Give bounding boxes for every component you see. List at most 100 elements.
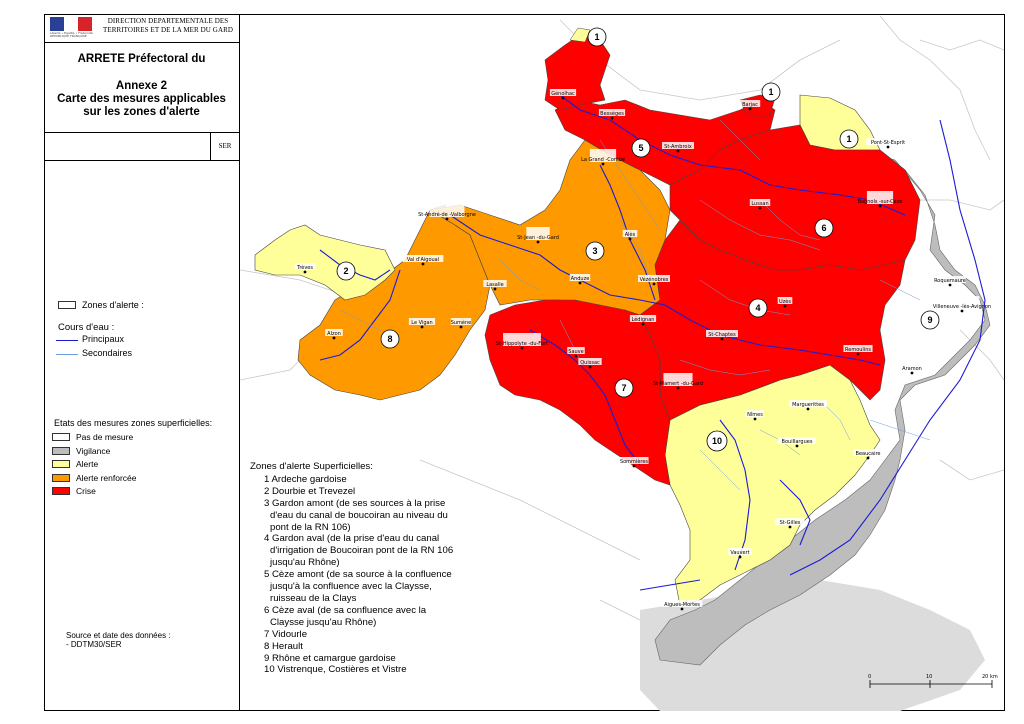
zone-number: 2	[343, 266, 348, 276]
town-marker[interactable]: Pont-St-Esprit	[866, 138, 910, 149]
town-marker[interactable]: Vézénobres	[638, 275, 670, 286]
town-marker[interactable]: Beaucaire	[853, 449, 883, 460]
town-marker[interactable]: Sommières	[619, 457, 649, 468]
town-marker[interactable]: Bouillargues	[778, 437, 816, 448]
state-label: Alerte renforcée	[76, 472, 137, 483]
town-marker[interactable]: Anduze	[569, 274, 591, 285]
zone-number-label[interactable]: 7	[614, 378, 634, 398]
zone-number: 9	[927, 315, 932, 325]
town-marker[interactable]: Bessèges	[598, 109, 626, 120]
town-marker[interactable]: Villeneuve -lès-Avignon	[933, 296, 991, 313]
town-marker[interactable]: Trèves	[294, 263, 316, 274]
zone-list-item: 3 Gardon amont (de ses sources à la pris…	[264, 497, 448, 533]
zone-1-north-shape	[544, 34, 611, 111]
state-label: Crise	[76, 486, 96, 496]
town-marker[interactable]: St-Chaptes	[706, 330, 738, 341]
town-marker[interactable]: Vauvert	[728, 548, 752, 559]
town-marker[interactable]: Lussan	[749, 199, 771, 210]
map-area[interactable]: 0 10 20 km Génolhac Bessèges Barjac St-Ambr…	[240, 14, 1005, 711]
zone-number-label[interactable]: 1	[839, 129, 859, 149]
town-marker[interactable]: Quissac	[578, 358, 602, 369]
principaux-label: Principaux	[82, 334, 125, 344]
town-label: Beaucaire	[856, 451, 881, 457]
town-label: Sommières	[620, 458, 648, 465]
zone-number-label[interactable]: 8	[380, 329, 400, 349]
principal-river-swatch	[56, 340, 78, 341]
town-marker[interactable]: Aigues-Mortes	[661, 600, 703, 611]
town-marker[interactable]: Alès	[622, 230, 638, 241]
town-label: Lussan	[751, 201, 768, 207]
town-label: St-Jean -du-Gard	[517, 235, 559, 241]
annexe-line: Carte des mesures applicables	[57, 93, 226, 105]
town-marker[interactable]: Génolhac	[549, 89, 577, 100]
direction-line: TERRITOIRES ET DE LA MER DU GARD	[102, 26, 234, 34]
town-marker[interactable]: St-Mamert -du-Gard	[653, 373, 703, 390]
town-marker[interactable]: Val d'Aigoual	[402, 255, 444, 266]
zone-list-item: 1 Ardeche gardoise	[264, 473, 347, 485]
zone-list-item: 8 Herault	[264, 640, 303, 652]
town-marker[interactable]: Aramon	[901, 364, 923, 375]
zone-number: 6	[821, 223, 826, 233]
town-label: Bagnols -sur-Cèze	[858, 198, 903, 205]
cours-eau-label: Cours d'eau :	[58, 322, 115, 333]
town-dot	[676, 386, 680, 390]
town-dot	[720, 337, 724, 341]
town-label: Le Vigan	[411, 320, 432, 326]
map-canvas: 0 10 20 km Génolhac Bessèges Barjac St-Ambr…	[240, 15, 1005, 711]
town-dot	[783, 304, 787, 308]
town-label: Alzon	[327, 331, 341, 337]
town-marker[interactable]: Nîmes	[746, 410, 764, 421]
source-line: - DDTM30/SER	[66, 640, 122, 649]
town-marker[interactable]: Marguerittes	[789, 400, 827, 411]
town-marker[interactable]: Bagnols -sur-Cèze	[858, 191, 903, 208]
town-marker[interactable]: Sauve	[567, 347, 585, 358]
town-marker[interactable]: Remoulins	[843, 345, 873, 356]
zone-number-label[interactable]: 10	[706, 430, 728, 452]
zone-number-label[interactable]: 9	[920, 310, 940, 330]
zone-number: 1	[846, 134, 851, 144]
town-marker[interactable]: Le Vigan	[408, 318, 436, 329]
zone-number-label[interactable]: 4	[748, 298, 768, 318]
town-marker[interactable]: Uzès	[777, 297, 793, 308]
town-marker[interactable]: St-Ambroix	[662, 142, 694, 153]
town-label: Bessèges	[600, 110, 624, 117]
zone-8-shape	[297, 204, 491, 401]
logo-block: Liberté • Égalité • Fraternité RÉPUBLIQU…	[44, 14, 239, 43]
town-label: Uzès	[779, 298, 791, 305]
zone-number-label[interactable]: 6	[814, 218, 834, 238]
town-marker[interactable]: St-André-de -Valborgne	[418, 204, 476, 221]
zone-number-label[interactable]: 2	[336, 261, 356, 281]
town-dot	[856, 352, 860, 356]
town-marker[interactable]: Sumène	[451, 318, 472, 329]
zone-number-label[interactable]: 3	[585, 241, 605, 261]
state-swatch	[52, 460, 70, 468]
scale-bar: 0 10 20 km	[868, 674, 998, 688]
town-marker[interactable]: St-Jean -du-Gard	[517, 227, 559, 244]
town-dot	[520, 346, 524, 350]
zone-labels-layer: 1 1 1 2 3 4 5 6 7 8 9 10	[336, 27, 940, 452]
town-dot	[866, 456, 870, 460]
town-marker[interactable]: La Grand -Combe	[581, 149, 625, 166]
town-marker[interactable]: Alzon	[325, 329, 343, 340]
zone-9-shape	[654, 149, 991, 666]
zone-number: 4	[755, 303, 760, 313]
zone-list-item: 10 Vistrenque, Costières et Vistre	[264, 664, 407, 676]
annexe-title: Annexe 2 Carte des mesures applicables s…	[44, 80, 239, 119]
town-label: St-Hippolyte -du-Fort	[496, 341, 548, 347]
town-marker[interactable]: St-Gilles	[775, 518, 805, 529]
town-marker[interactable]: Barjac	[739, 100, 761, 111]
town-dot	[628, 237, 632, 241]
town-marker[interactable]: Lasalle	[483, 280, 507, 291]
zones-list-title: Zones d'alerte Superficielles:	[250, 461, 373, 472]
town-marker[interactable]: Lédignan	[629, 315, 657, 326]
zone-number-label[interactable]: 5	[631, 138, 651, 158]
town-marker[interactable]: St-Hippolyte -du-Fort	[496, 333, 548, 350]
zone-number-label[interactable]: 1	[587, 27, 607, 47]
town-marker[interactable]: Roquemaure	[934, 276, 966, 287]
zones-list: Zones d'alerte Superficielles: 1 Ardeche…	[250, 461, 460, 676]
town-dot	[536, 240, 540, 244]
zone-2-shape	[254, 224, 396, 301]
zone-number-label[interactable]: 1	[761, 82, 781, 102]
logo-caption: Liberté • Égalité • Fraternité RÉPUBLIQU…	[50, 31, 93, 38]
state-swatch	[52, 446, 70, 455]
